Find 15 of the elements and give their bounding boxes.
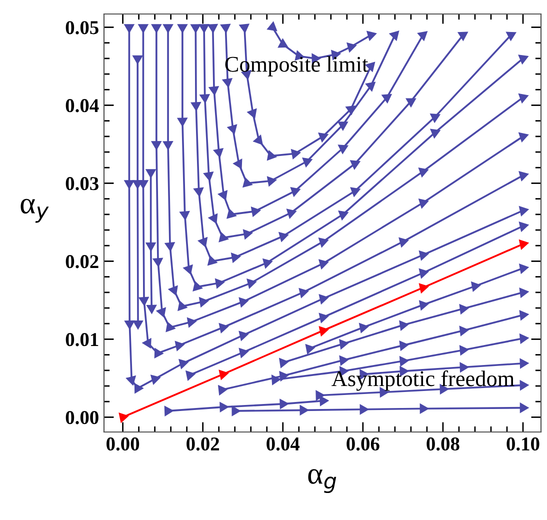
y-tick-label: 0.03 (66, 177, 98, 190)
x-tick-label: 0.10 (506, 437, 540, 451)
x-tick-label: 0.04 (266, 437, 300, 451)
x-tick-label: 0.06 (346, 437, 380, 451)
annotation: Asymptotic freedom (332, 370, 514, 391)
x-tick-label: 0.08 (426, 437, 460, 451)
x-axis-title: α$_{g}$ (308, 469, 336, 494)
y-axis-title: α$_{y}$ (20, 198, 49, 223)
x-tick-label: 0.02 (186, 437, 220, 451)
y-tick-label: 0.00 (66, 411, 98, 424)
y-tick-label: 0.02 (66, 255, 98, 268)
y-tick-label: 0.05 (66, 21, 98, 34)
y-tick-label: 0.04 (66, 99, 99, 112)
y-tick-label: 0.01 (66, 333, 98, 346)
x-tick-label: 0.00 (106, 437, 140, 451)
